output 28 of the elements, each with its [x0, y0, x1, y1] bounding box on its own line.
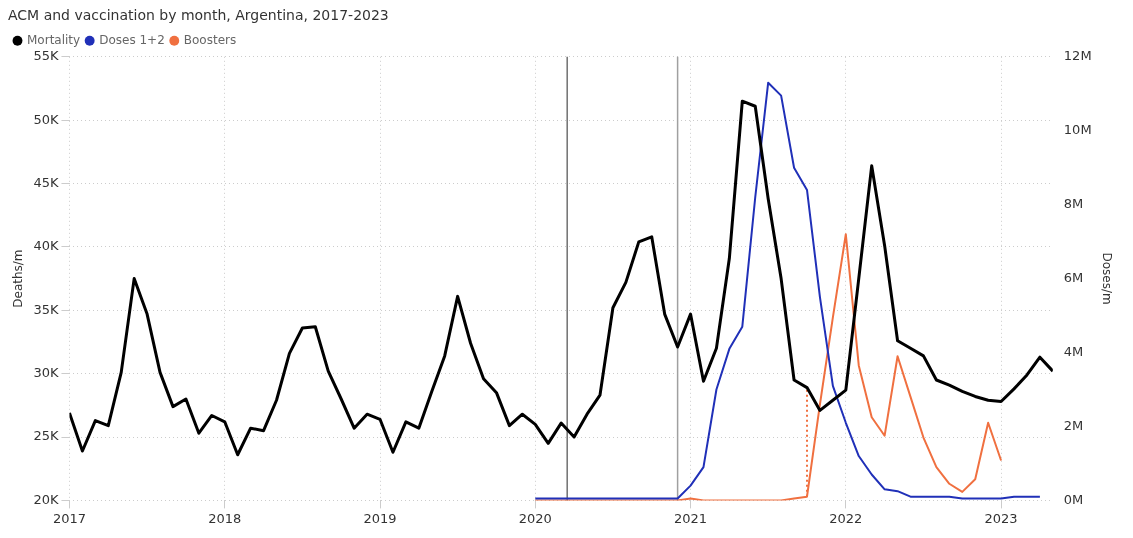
x-tick-label: 2023 [984, 510, 1018, 526]
y-tick-label: 25K [33, 428, 59, 444]
y-tick-label: 45K [33, 174, 59, 190]
x-tick-label: 2019 [363, 510, 397, 526]
x-tick-label: 2018 [208, 510, 242, 526]
y2-tick-label: 0M [1063, 491, 1084, 507]
y-tick-label: 55K [33, 48, 59, 64]
y-tick-label: 20K [33, 491, 59, 507]
y-tick-label: 35K [33, 301, 59, 317]
chart-title: ACM and vaccination by month, Argentina, 2017-2023 [8, 7, 389, 24]
x-tick-label: 2020 [518, 510, 552, 526]
y-axis-title: Deaths/m [11, 249, 26, 308]
y2-tick-label: 10M [1063, 122, 1092, 138]
y2-tick-label: 6M [1063, 269, 1084, 285]
legend-label: Doses 1+2 [99, 32, 165, 47]
legend-label: Mortality [27, 32, 81, 47]
legend-label: Boosters [183, 32, 237, 47]
y2-axis-title: Doses/m [1099, 252, 1114, 305]
x-tick-label: 2022 [829, 510, 863, 526]
y2-tick-label: 8M [1063, 196, 1084, 212]
y2-tick-label: 4M [1063, 343, 1084, 359]
y2-tick-label: 12M [1063, 48, 1092, 64]
y-tick-label: 30K [33, 365, 59, 381]
y-tick-label: 50K [33, 111, 59, 127]
x-tick-label: 2017 [52, 510, 87, 526]
y-tick-label: 40K [33, 238, 59, 254]
x-tick-label: 2021 [674, 510, 708, 526]
y2-tick-label: 2M [1063, 417, 1084, 433]
